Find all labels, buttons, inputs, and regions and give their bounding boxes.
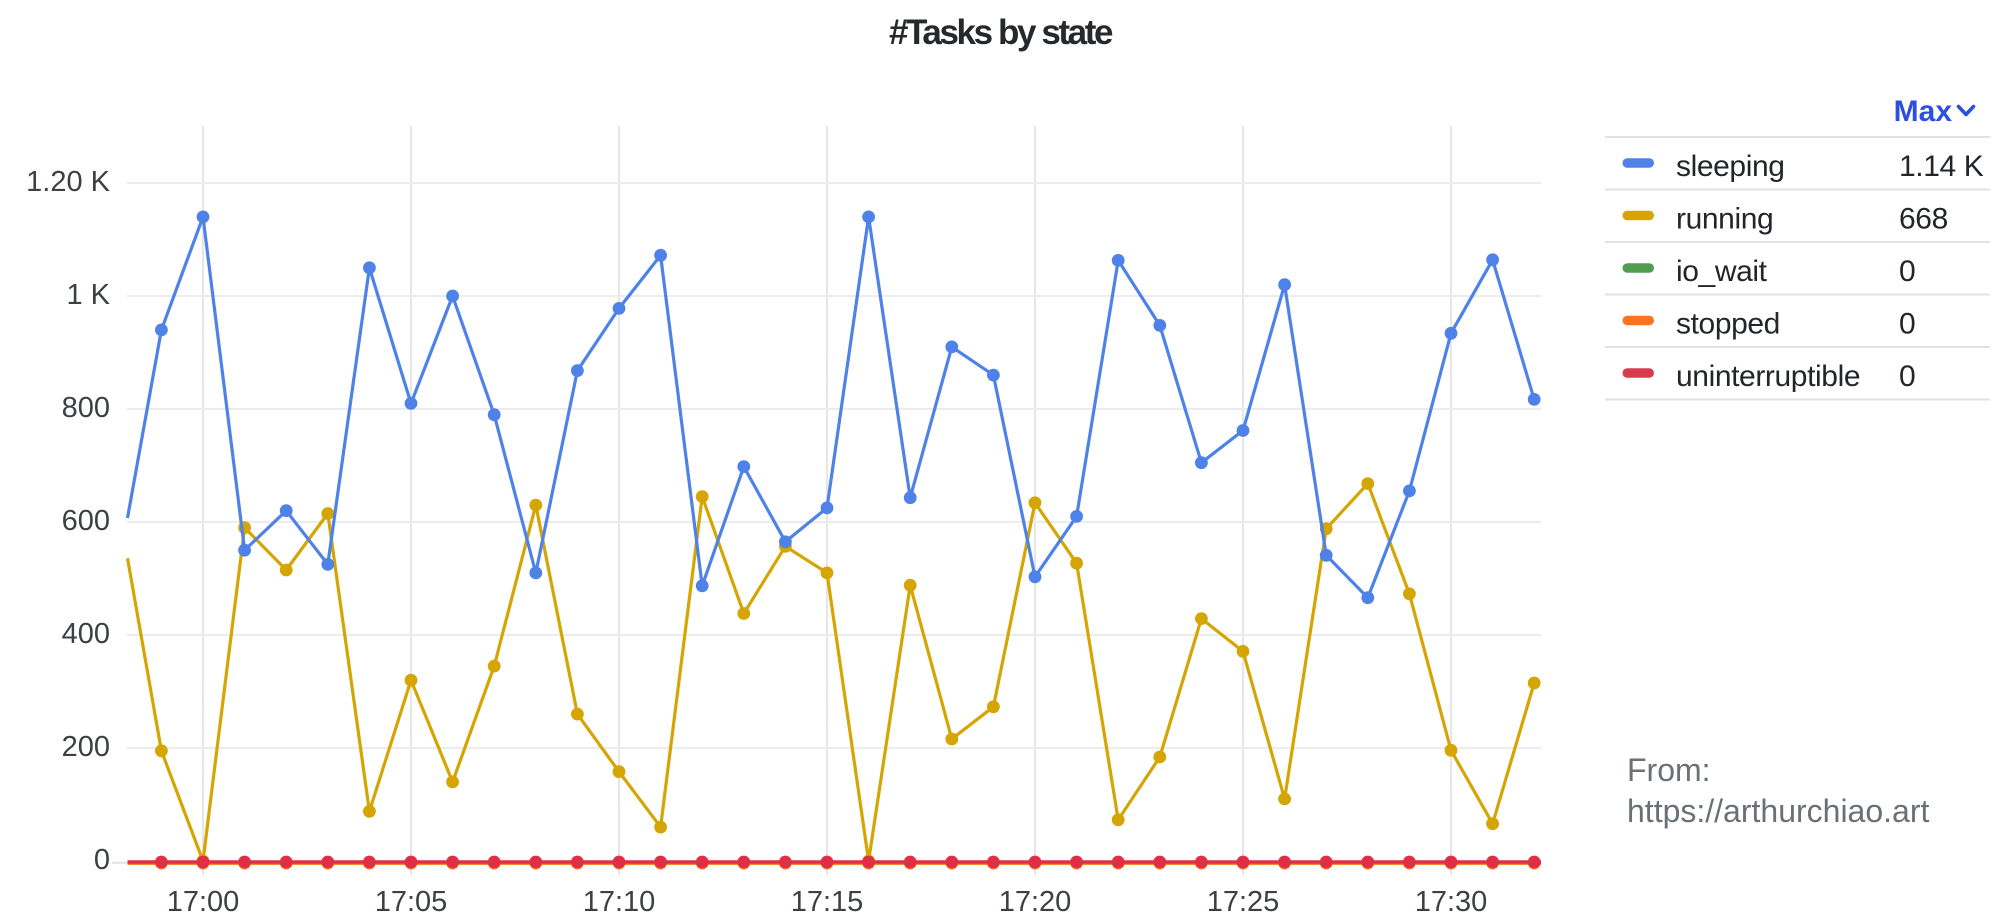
svg-text:17:05: 17:05 (375, 886, 448, 918)
svg-text:600: 600 (62, 505, 110, 537)
svg-text:668: 668 (1899, 203, 1948, 236)
svg-text:17:00: 17:00 (167, 886, 240, 918)
svg-text:17:10: 17:10 (583, 886, 656, 918)
svg-text:400: 400 (62, 618, 110, 650)
svg-text:17:15: 17:15 (791, 886, 864, 918)
svg-text:17:20: 17:20 (999, 886, 1072, 918)
svg-text:1 K: 1 K (66, 279, 110, 311)
svg-text:stopped: stopped (1676, 308, 1780, 341)
svg-text:uninterruptible: uninterruptible (1676, 360, 1860, 393)
svg-text:17:30: 17:30 (1415, 886, 1488, 918)
svg-text:1.14 K: 1.14 K (1899, 150, 1984, 183)
svg-text:0: 0 (94, 844, 110, 876)
svg-text:0: 0 (1899, 360, 1915, 393)
svg-text:200: 200 (62, 731, 110, 763)
svg-text:#Tasks by state: #Tasks by state (889, 13, 1113, 52)
svg-text:17:25: 17:25 (1207, 886, 1280, 918)
svg-text:https://arthurchiao.art: https://arthurchiao.art (1627, 793, 1929, 829)
svg-text:800: 800 (62, 392, 110, 424)
svg-text:1.20 K: 1.20 K (26, 166, 110, 198)
svg-text:sleeping: sleeping (1676, 150, 1785, 183)
svg-text:running: running (1676, 203, 1773, 236)
svg-text:From:: From: (1627, 752, 1711, 788)
svg-text:io_wait: io_wait (1676, 255, 1768, 288)
svg-text:0: 0 (1899, 308, 1915, 341)
svg-text:Max: Max (1894, 95, 1953, 128)
svg-text:0: 0 (1899, 255, 1915, 288)
